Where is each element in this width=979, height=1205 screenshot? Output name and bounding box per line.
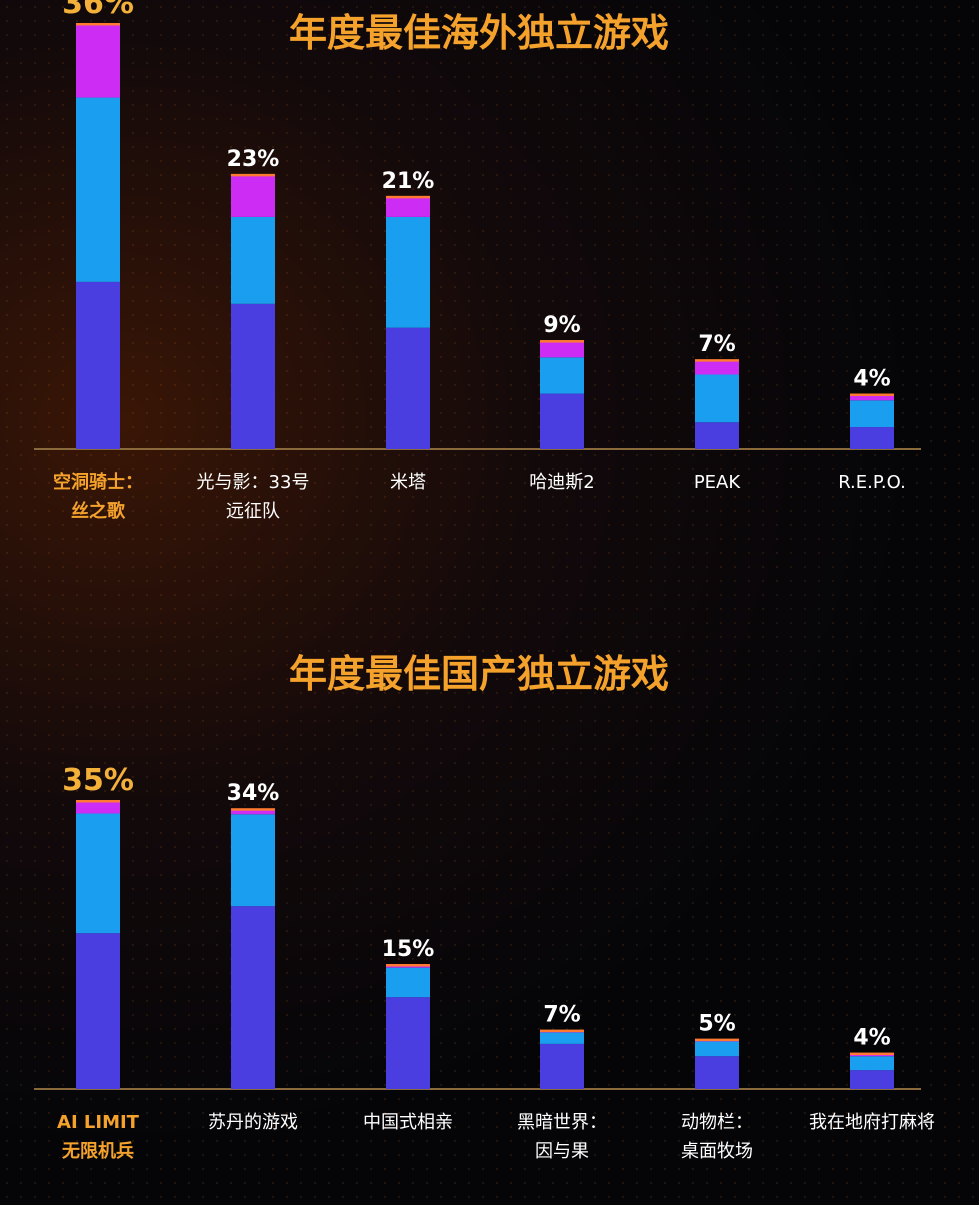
overseas-bar-1-segment-middle	[76, 97, 120, 282]
overseas-bar-2	[231, 173, 275, 449]
domestic-value-label-6: 4%	[853, 1026, 890, 1051]
overseas-bar-1-segment-top	[76, 24, 120, 98]
overseas-bar-3-segment-top	[386, 197, 430, 217]
domestic-bar-2-segment-middle	[231, 814, 275, 907]
domestic-category-label-2-line-1: 苏丹的游戏	[208, 1112, 298, 1133]
domestic-bar-1-segment-top	[76, 802, 120, 814]
overseas-bar-2-segment-bottom	[231, 303, 275, 449]
domestic-category-label-5-line-1: 动物栏：	[681, 1112, 753, 1133]
domestic-bar-3-cap	[386, 964, 430, 967]
overseas-value-label-5: 7%	[698, 332, 735, 357]
overseas-bar-5-segment-top	[695, 361, 739, 375]
overseas-bar-6-segment-top	[850, 395, 894, 401]
domestic-bar-6-segment-middle	[850, 1056, 894, 1071]
domestic-bar-2-cap	[231, 808, 275, 811]
domestic-category-label-1-line-2: 无限机兵	[62, 1141, 134, 1162]
overseas-bar-5	[695, 359, 739, 449]
domestic-bar-5-segment-bottom	[695, 1056, 739, 1089]
overseas-bar-6-segment-middle	[850, 400, 894, 428]
overseas-bar-3-segment-middle	[386, 216, 430, 328]
overseas-bar-3-segment-bottom	[386, 327, 430, 449]
overseas-bar-2-cap	[231, 173, 275, 177]
overseas-value-label-3: 21%	[382, 169, 435, 194]
domestic-bar-3-segment-middle	[386, 967, 430, 998]
domestic-value-label-4: 7%	[543, 1003, 580, 1028]
overseas-value-label-4: 9%	[543, 313, 580, 338]
overseas-bar-2-segment-middle	[231, 216, 275, 304]
overseas-category-label-2-line-1: 光与影：33号	[197, 472, 310, 493]
domestic-category-label-1-line-1: AI LIMIT	[57, 1112, 140, 1133]
overseas-indie-chart: 年度最佳海外独立游戏 36% 空洞骑士： 丝之歌 23% 光与影：33号 远征队 21% 米塔 9…	[0, 0, 979, 560]
domestic-bar-2	[231, 808, 275, 1089]
overseas-category-label-5-line-1: PEAK	[694, 472, 742, 493]
overseas-bar-3	[386, 195, 430, 449]
domestic-bar-5-segment-middle	[695, 1041, 739, 1057]
domestic-value-label-1: 35%	[62, 763, 134, 798]
domestic-bar-4	[540, 1029, 584, 1089]
domestic-bar-4-segment-bottom	[540, 1043, 584, 1089]
overseas-bar-6-segment-bottom	[850, 427, 894, 449]
domestic-bar-3-segment-top	[386, 966, 430, 968]
domestic-value-label-3: 15%	[382, 937, 435, 962]
domestic-category-label-3-line-1: 中国式相亲	[363, 1112, 453, 1133]
domestic-bar-1-segment-middle	[76, 813, 120, 934]
overseas-bar-4	[540, 340, 584, 449]
overseas-category-label-1-line-2: 丝之歌	[71, 500, 126, 522]
domestic-bar-6	[850, 1052, 894, 1089]
domestic-bar-2-segment-bottom	[231, 906, 275, 1089]
domestic-bar-1	[76, 800, 120, 1089]
overseas-bar-6	[850, 393, 894, 449]
overseas-bar-5-segment-bottom	[695, 422, 739, 449]
overseas-value-label-2: 23%	[227, 147, 280, 172]
domestic-bar-1-cap	[76, 800, 120, 803]
domestic-value-label-5: 5%	[698, 1012, 735, 1037]
domestic-bar-5	[695, 1038, 739, 1089]
domestic-bar-2-segment-top	[231, 810, 275, 815]
domestic-category-label-5-line-2: 桌面牧场	[681, 1141, 753, 1162]
overseas-bar-1-cap	[76, 22, 120, 26]
domestic-bar-4-segment-middle	[540, 1032, 584, 1044]
overseas-bar-4-segment-middle	[540, 357, 584, 394]
overseas-bar-1-segment-bottom	[76, 281, 120, 449]
domestic-indie-chart: 年度最佳国产独立游戏 35% AI LIMIT 无限机兵 34% 苏丹的游戏 15% 中国式相…	[0, 640, 979, 1200]
overseas-bar-1	[76, 22, 120, 449]
overseas-value-label-1: 36%	[62, 0, 134, 21]
domestic-bar-6-segment-top	[850, 1054, 894, 1057]
overseas-category-label-1-line-1: 空洞骑士：	[53, 471, 143, 493]
domestic-chart-title: 年度最佳国产独立游戏	[289, 652, 669, 696]
domestic-bar-3-segment-bottom	[386, 997, 430, 1089]
overseas-category-label-6-line-1: R.E.P.O.	[838, 472, 906, 493]
overseas-bar-5-cap	[695, 359, 739, 362]
overseas-chart-title: 年度最佳海外独立游戏	[289, 11, 669, 55]
domestic-category-label-6-line-1: 我在地府打麻将	[809, 1112, 935, 1133]
overseas-category-label-2-line-2: 远征队	[226, 501, 280, 522]
overseas-value-label-6: 4%	[853, 367, 890, 392]
overseas-bar-5-segment-middle	[695, 374, 739, 423]
domestic-bar-6-segment-bottom	[850, 1070, 894, 1089]
domestic-bar-6-cap	[850, 1052, 894, 1056]
domestic-category-label-4-line-2: 因与果	[535, 1141, 589, 1162]
overseas-bar-4-segment-top	[540, 342, 584, 358]
domestic-indie-chart-svg: 年度最佳国产独立游戏 35% AI LIMIT 无限机兵 34% 苏丹的游戏 15% 中国式相…	[34, 652, 935, 1162]
overseas-bar-4-cap	[540, 340, 584, 343]
domestic-value-label-2: 34%	[227, 781, 280, 806]
domestic-bar-5-cap	[695, 1038, 739, 1042]
domestic-bar-1-segment-bottom	[76, 933, 120, 1089]
overseas-bar-3-cap	[386, 195, 430, 199]
overseas-bar-6-cap	[850, 393, 894, 397]
overseas-category-label-4-line-1: 哈迪斯2	[529, 472, 594, 493]
overseas-bar-4-segment-bottom	[540, 393, 584, 449]
domestic-category-label-4-line-1: 黑暗世界：	[517, 1112, 607, 1133]
overseas-category-label-3-line-1: 米塔	[390, 472, 426, 493]
overseas-bar-2-segment-top	[231, 175, 275, 217]
domestic-bar-4-cap	[540, 1029, 584, 1033]
domestic-bar-3	[386, 964, 430, 1089]
